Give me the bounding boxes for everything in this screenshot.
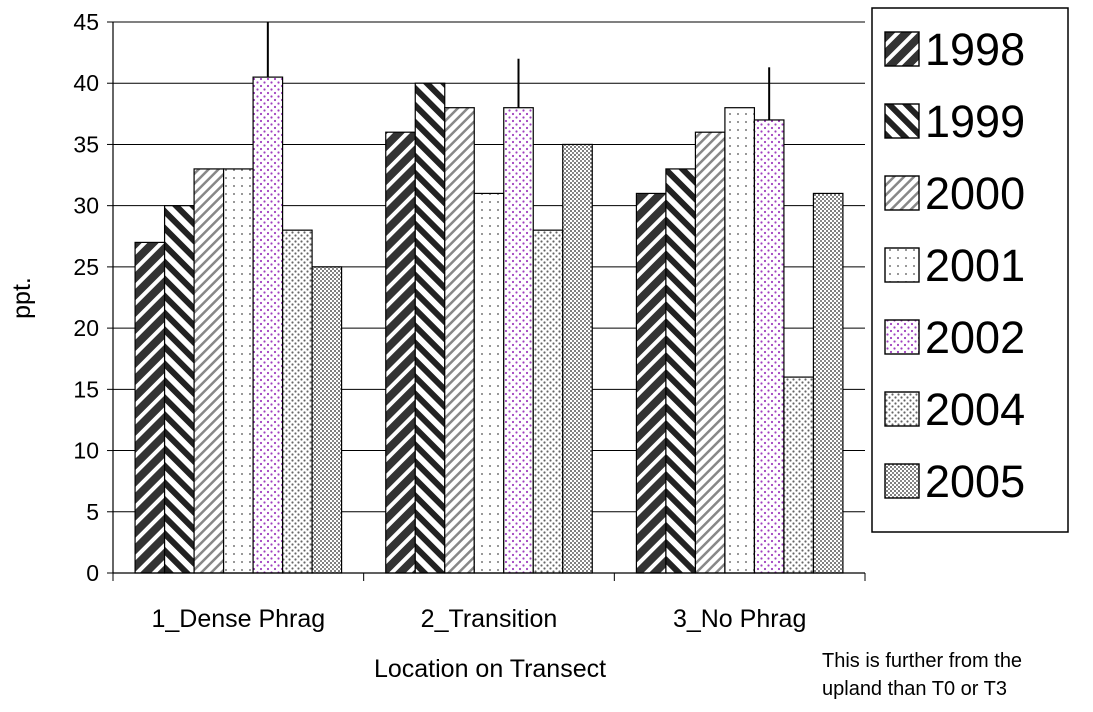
bar-2002-3 (753, 119, 785, 574)
legend-label-2000: 2000 (925, 168, 1025, 219)
bar-2000-2 (444, 107, 475, 574)
legend-label-2001: 2001 (925, 240, 1025, 291)
bar-2001-1 (222, 168, 254, 574)
bar-2005-3 (812, 192, 844, 574)
axes (107, 21, 866, 581)
y-tick-label: 15 (73, 376, 99, 402)
x-axis-title: Location on Transect (374, 655, 606, 683)
bar-1999-2 (414, 82, 446, 574)
legend-swatch-2000 (884, 175, 920, 211)
bar-2001-2 (473, 192, 505, 574)
legend-label-1998: 1998 (925, 24, 1025, 75)
x-tick-label: 2_Transition (421, 605, 558, 633)
legend-swatch-1999 (884, 103, 920, 139)
y-tick-label: 40 (73, 70, 99, 96)
legend-label-2002: 2002 (925, 312, 1025, 363)
axis-labels: 0 5 10 15 20 25 30 35 40 45 1_Dense Phrag 2_Transit… (73, 9, 806, 633)
x-tick-label: 3_No Phrag (673, 605, 806, 633)
bar-1998-2 (385, 131, 416, 574)
legend-swatch-2001 (884, 247, 920, 283)
bars (134, 76, 844, 574)
bar-2004-1 (281, 229, 313, 574)
bar-2004-2 (532, 229, 564, 574)
y-tick-label: 45 (73, 9, 99, 35)
bar-2005-1 (311, 266, 343, 574)
legend-swatch-2002 (884, 319, 920, 355)
bar-2000-1 (193, 168, 225, 574)
annotation-line-1: This is further from the (822, 650, 1022, 672)
annotation: This is further from the upland than T0 … (822, 650, 1022, 700)
annotation-line-2: upland than T0 or T3 (822, 678, 1007, 700)
bar-1999-1 (163, 205, 195, 574)
bar-2001-3 (724, 107, 756, 574)
bar-1998-1 (134, 241, 166, 574)
error-bars (266, 22, 771, 120)
legend: 1998 1999 2000 2001 2002 2004 2005 (871, 7, 1069, 533)
y-tick-label: 5 (86, 499, 99, 525)
bar-1999-3 (665, 168, 697, 574)
y-tick-label: 30 (73, 193, 99, 219)
bar-2000-3 (694, 131, 726, 574)
bar-1998-3 (635, 192, 667, 574)
bar-2002-1 (252, 76, 284, 574)
legend-label-2005: 2005 (925, 456, 1025, 507)
bar-2005-2 (562, 143, 593, 574)
legend-label-1999: 1999 (925, 96, 1025, 147)
y-tick-label: 10 (73, 438, 99, 464)
y-tick-label: 0 (86, 560, 99, 586)
y-tick-label: 20 (73, 315, 99, 341)
legend-swatch-2004 (884, 391, 920, 427)
bar-2002-2 (503, 107, 534, 574)
y-tick-label: 35 (73, 131, 99, 157)
y-axis-title: ppt. (8, 277, 36, 319)
legend-label-2004: 2004 (925, 384, 1025, 435)
legend-swatch-2005 (884, 463, 920, 499)
y-tick-label: 25 (73, 254, 99, 280)
legend-swatch-1998 (884, 31, 920, 67)
x-tick-label: 1_Dense Phrag (151, 605, 325, 633)
bar-2004-3 (783, 376, 815, 574)
